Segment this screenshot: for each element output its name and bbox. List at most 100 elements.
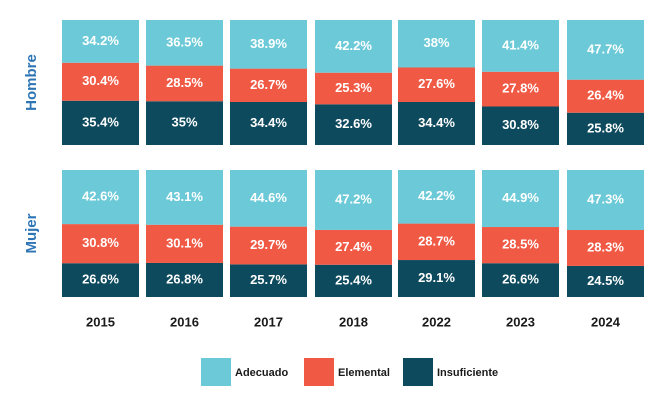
x-tick-label-2016: 2016: [170, 314, 199, 329]
legend-swatch-insuficiente: [403, 358, 433, 386]
data-label-mujer-2017-insuficiente: 25.7%: [250, 272, 287, 287]
data-label-mujer-2022-insuficiente: 29.1%: [418, 270, 455, 285]
data-label-mujer-2018-insuficiente: 25.4%: [335, 272, 372, 287]
bar-segment-hombre-2017-elemental: [230, 68, 307, 102]
bar-segment-mujer-2016-adecuado: [146, 170, 223, 225]
bar-segment-hombre-2024-elemental: [567, 79, 644, 113]
x-tick-label-2023: 2023: [506, 314, 535, 329]
bar-segment-hombre-2018-adecuado: [315, 20, 392, 73]
data-label-mujer-2018-elemental: 27.4%: [335, 239, 372, 254]
data-label-hombre-2015-elemental: 30.4%: [82, 73, 119, 88]
bar-segment-hombre-2017-adecuado: [230, 20, 307, 69]
data-label-mujer-2022-adecuado: 42.2%: [418, 188, 455, 203]
data-label-hombre-2018-insuficiente: 32.6%: [335, 116, 372, 131]
data-label-hombre-2017-insuficiente: 34.4%: [250, 115, 287, 130]
data-label-mujer-2015-elemental: 30.8%: [82, 235, 119, 250]
bar-segment-hombre-2022-adecuado: [398, 20, 475, 68]
bar-segment-mujer-2016-insuficiente: [146, 262, 223, 297]
row-label-mujer: Mujer: [23, 213, 40, 253]
bar-segment-hombre-2015-adecuado: [62, 20, 139, 63]
x-tick-label-2015: 2015: [86, 314, 115, 329]
data-label-mujer-2016-elemental: 30.1%: [166, 235, 203, 250]
bar-segment-hombre-2015-insuficiente: [62, 100, 139, 145]
data-label-hombre-2022-adecuado: 38%: [423, 35, 449, 50]
bar-segment-mujer-2018-insuficiente: [315, 264, 392, 297]
bar-segment-mujer-2018-elemental: [315, 229, 392, 265]
bar-segment-hombre-2022-insuficiente: [398, 102, 475, 145]
bar-segment-mujer-2023-elemental: [482, 227, 559, 264]
bar-segment-hombre-2015-elemental: [62, 62, 139, 101]
bar-segment-hombre-2023-insuficiente: [482, 106, 559, 145]
data-label-hombre-2022-elemental: 27.6%: [418, 76, 455, 91]
data-label-hombre-2022-insuficiente: 34.4%: [418, 115, 455, 130]
bar-segment-hombre-2023-adecuado: [482, 20, 559, 72]
bar-segment-mujer-2018-adecuado: [315, 170, 392, 230]
bar-segment-mujer-2017-insuficiente: [230, 264, 307, 297]
data-label-hombre-2018-adecuado: 42.2%: [335, 38, 372, 53]
bar-segment-mujer-2023-insuficiente: [482, 263, 559, 297]
data-label-mujer-2024-elemental: 28.3%: [587, 239, 624, 254]
bar-segment-hombre-2024-adecuado: [567, 20, 644, 80]
bar-segment-mujer-2022-adecuado: [398, 170, 475, 224]
bar-segment-mujer-2023-adecuado: [482, 170, 559, 228]
data-label-mujer-2017-elemental: 29.7%: [250, 237, 287, 252]
data-label-mujer-2023-insuficiente: 26.6%: [502, 272, 539, 287]
data-label-mujer-2022-elemental: 28.7%: [418, 233, 455, 248]
x-tick-label-2024: 2024: [591, 314, 621, 329]
legend-label-adecuado: Adecuado: [235, 367, 288, 379]
data-label-mujer-2018-adecuado: 47.2%: [335, 191, 372, 206]
bar-segment-mujer-2017-elemental: [230, 226, 307, 265]
data-label-mujer-2023-adecuado: 44.9%: [502, 190, 539, 205]
data-label-hombre-2023-insuficiente: 30.8%: [502, 117, 539, 132]
bar-segment-hombre-2022-elemental: [398, 67, 475, 102]
bar-segment-mujer-2016-elemental: [146, 224, 223, 263]
data-label-mujer-2016-adecuado: 43.1%: [166, 189, 203, 204]
data-label-hombre-2024-adecuado: 47.7%: [587, 41, 624, 56]
bar-segment-mujer-2015-insuficiente: [62, 263, 139, 297]
data-label-hombre-2017-elemental: 26.7%: [250, 77, 287, 92]
bar-segment-hombre-2016-adecuado: [146, 20, 223, 66]
data-label-mujer-2017-adecuado: 44.6%: [250, 190, 287, 205]
data-label-mujer-2023-elemental: 28.5%: [502, 237, 539, 252]
bar-segment-mujer-2024-insuficiente: [567, 265, 644, 297]
bar-segment-hombre-2023-elemental: [482, 71, 559, 107]
legend-swatch-adecuado: [201, 358, 231, 386]
bar-segment-mujer-2024-elemental: [567, 230, 644, 266]
legend-label-elemental: Elemental: [338, 367, 390, 379]
data-label-hombre-2024-insuficiente: 25.8%: [587, 120, 624, 135]
data-label-hombre-2018-elemental: 25.3%: [335, 80, 372, 95]
row-label-hombre: Hombre: [23, 54, 40, 111]
legend-label-insuficiente: Insuficiente: [437, 367, 498, 379]
data-label-hombre-2016-elemental: 28.5%: [166, 75, 203, 90]
data-label-hombre-2024-elemental: 26.4%: [587, 88, 624, 103]
bar-segment-hombre-2018-insuficiente: [315, 104, 392, 145]
data-label-mujer-2016-insuficiente: 26.8%: [166, 271, 203, 286]
bar-segment-mujer-2022-elemental: [398, 223, 475, 261]
bar-segment-mujer-2024-adecuado: [567, 170, 644, 231]
bar-segment-mujer-2017-adecuado: [230, 170, 307, 227]
bar-segment-hombre-2017-insuficiente: [230, 102, 307, 145]
bar-segment-hombre-2016-elemental: [146, 65, 223, 102]
data-label-hombre-2023-adecuado: 41.4%: [502, 37, 539, 52]
bar-segment-mujer-2015-adecuado: [62, 170, 139, 225]
bar-segment-hombre-2016-insuficiente: [146, 101, 223, 145]
x-tick-label-2017: 2017: [254, 314, 283, 329]
data-label-hombre-2016-insuficiente: 35%: [171, 115, 197, 130]
bar-segment-mujer-2022-insuficiente: [398, 260, 475, 297]
data-label-mujer-2024-adecuado: 47.3%: [587, 191, 624, 206]
data-label-hombre-2017-adecuado: 38.9%: [250, 36, 287, 51]
data-label-mujer-2024-insuficiente: 24.5%: [587, 273, 624, 288]
bar-segment-hombre-2024-insuficiente: [567, 112, 644, 145]
legend-swatch-elemental: [304, 358, 334, 386]
x-tick-label-2022: 2022: [422, 314, 451, 329]
data-label-mujer-2015-adecuado: 42.6%: [82, 188, 119, 203]
bar-segment-mujer-2015-elemental: [62, 224, 139, 264]
data-label-hombre-2015-adecuado: 34.2%: [82, 33, 119, 48]
data-label-hombre-2023-elemental: 27.8%: [502, 81, 539, 96]
bar-segment-hombre-2018-elemental: [315, 72, 392, 105]
data-label-hombre-2015-insuficiente: 35.4%: [82, 114, 119, 129]
data-label-hombre-2016-adecuado: 36.5%: [166, 34, 203, 49]
x-tick-label-2018: 2018: [339, 314, 368, 329]
data-label-mujer-2015-insuficiente: 26.6%: [82, 272, 119, 287]
